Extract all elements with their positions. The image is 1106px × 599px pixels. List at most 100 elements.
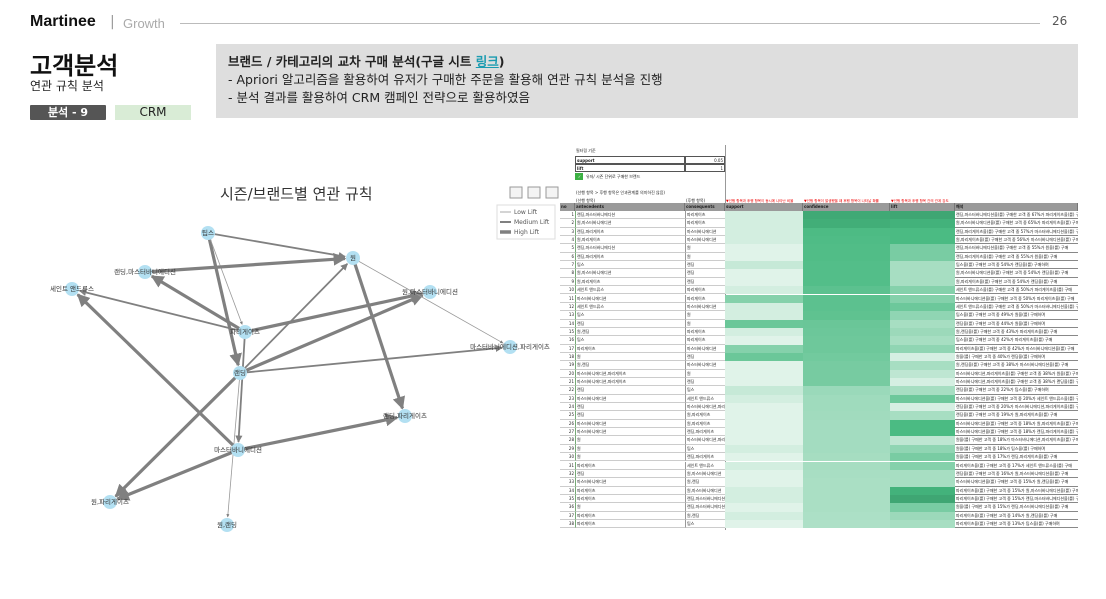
expand-icon[interactable] bbox=[545, 186, 559, 199]
interpretation-cell: 팁스을(를) 구매한 고객 중 42%가 파리게이츠을(를) 구매 bbox=[955, 336, 1078, 345]
consequents-cell: 원,마스터바니에디션 bbox=[685, 469, 725, 479]
confidence-heat-cell bbox=[803, 428, 890, 437]
antecedents-cell: 파리게이츠 bbox=[575, 344, 685, 353]
graph-node bbox=[398, 409, 412, 423]
lift-heat-cell bbox=[890, 369, 955, 378]
consequents-cell: 랜딩 bbox=[685, 269, 725, 278]
support-heat-cell bbox=[725, 403, 803, 412]
confidence-heat-cell bbox=[803, 352, 890, 362]
graph-node-label: 세인트 앤드류스 bbox=[50, 284, 94, 293]
save-icon[interactable] bbox=[527, 186, 541, 199]
lift-heat-cell bbox=[890, 227, 955, 237]
copy-icon[interactable] bbox=[509, 186, 523, 199]
row-number: 28 bbox=[560, 436, 575, 445]
confidence-heat-cell bbox=[803, 494, 890, 504]
consequents-cell: 세인트 앤드류스 bbox=[685, 461, 725, 470]
row-number: 1 bbox=[560, 211, 575, 220]
lift-heat-cell bbox=[890, 302, 955, 312]
filter-value: 1 bbox=[685, 164, 725, 172]
antecedents-cell: 마스터바니에디션,파리게이츠 bbox=[575, 378, 685, 387]
graph-legend: Low Lift Medium Lift High Lift bbox=[496, 204, 556, 240]
antecedents-cell: 랜딩 bbox=[575, 403, 685, 412]
confidence-heat-cell bbox=[803, 436, 890, 445]
confidence-heat-cell bbox=[803, 378, 890, 387]
support-heat-cell bbox=[725, 277, 803, 287]
page-number: 26 bbox=[1052, 14, 1068, 28]
row-number: 17 bbox=[560, 345, 575, 353]
support-heat-cell bbox=[725, 503, 803, 512]
interpretation-cell: 원,마스터바니에디션을(를) 구매한 고객 중 65%가 파리게이츠을(를) 구… bbox=[955, 219, 1078, 228]
support-heat-cell bbox=[725, 261, 803, 270]
column-header: lift bbox=[890, 203, 955, 211]
checkbox-label: 유저/ 시즌 단위로 구매한 브랜드 bbox=[586, 174, 641, 179]
lift-heat-cell bbox=[890, 453, 955, 462]
sheet-link[interactable]: 링크 bbox=[475, 54, 499, 69]
consequents-cell: 원 bbox=[685, 311, 725, 320]
support-heat-cell bbox=[725, 319, 803, 328]
consequents-cell: 원 bbox=[685, 252, 725, 262]
consequents-cell: 원 bbox=[685, 319, 725, 328]
antecedents-cell: 마스터바니에디션 bbox=[575, 478, 685, 487]
column-header: no bbox=[560, 203, 575, 211]
consequents-cell: 랜딩,마스터바니에디션 bbox=[685, 494, 725, 504]
row-number: 9 bbox=[560, 278, 575, 287]
row-number: 24 bbox=[560, 403, 575, 412]
graph-edge bbox=[114, 371, 242, 498]
column-header: support bbox=[725, 203, 803, 211]
lift-heat-cell bbox=[890, 344, 955, 353]
graph-edge bbox=[244, 289, 424, 334]
consequents-cell: 마스터바니에디션,파리게이츠 bbox=[685, 403, 725, 412]
antecedents-cell: 세인트 앤드류스 bbox=[575, 286, 685, 295]
row-number: 33 bbox=[560, 478, 575, 487]
lift-heat-cell bbox=[890, 511, 955, 520]
antecedents-cell: 팁스 bbox=[575, 311, 685, 320]
lift-heat-cell bbox=[890, 519, 955, 529]
confidence-heat-cell bbox=[803, 336, 890, 345]
graph-edge bbox=[235, 331, 246, 443]
interpretation-cell: 랜딩을(를) 구매한 고객 중 22%가 팁스을(를) 구매하며 bbox=[955, 386, 1078, 395]
support-heat-cell bbox=[725, 211, 803, 220]
interpretation-cell: 원을(를) 구매한 고객 중 15%가 랜딩,마스터바니에디션을(를) 구매 bbox=[955, 503, 1078, 512]
interpretation-cell: 원을(를) 구매한 고객 중 18%가 마스터바니에디션,파리게이츠을(를) 구… bbox=[955, 436, 1078, 445]
graph-edge bbox=[144, 252, 347, 274]
consequents-cell: 원 bbox=[685, 244, 725, 253]
support-heat-cell bbox=[725, 378, 803, 387]
row-number: 22 bbox=[560, 386, 575, 395]
confidence-heat-cell bbox=[803, 261, 890, 270]
support-heat-cell bbox=[725, 286, 803, 295]
interpretation-cell: 파리게이츠을(를) 구매한 고객 중 14%가 원,랜딩을(를) 구매 bbox=[955, 512, 1078, 520]
antecedents-cell: 세인트 앤드류스 bbox=[575, 302, 685, 312]
interpretation-cell: 파리게이츠을(를) 구매한 고객 중 42%가 마스터바니에디션을(를) 구매 bbox=[955, 345, 1078, 353]
consequents-cell: 파리게이츠 bbox=[685, 211, 725, 220]
sheet-note: (선행 항목 > 후행 항목은 인과관계를 의미하진 않음) bbox=[576, 190, 665, 195]
confidence-heat-cell bbox=[803, 344, 890, 353]
consequents-cell: 파리게이츠 bbox=[685, 336, 725, 345]
page-subtitle: 연관 규칙 분석 bbox=[30, 79, 104, 93]
checkbox-icon[interactable]: ✓ bbox=[575, 173, 583, 180]
confidence-heat-cell bbox=[803, 411, 890, 420]
interpretation-cell: 랜딩을(를) 구매한 고객 중 44%가 원을(를) 구매하며 bbox=[955, 320, 1078, 328]
antecedents-cell: 원,마스터바니에디션 bbox=[575, 269, 685, 278]
consequents-cell: 원,마스터바니에디션 bbox=[685, 486, 725, 495]
antecedents-cell: 원,파리게이츠 bbox=[575, 236, 685, 245]
interpretation-cell: 파리게이츠을(를) 구매한 고객 중 13%가 팁스을(를) 구매하며 bbox=[955, 520, 1078, 529]
graph-edge bbox=[206, 232, 242, 367]
confidence-heat-cell bbox=[803, 461, 890, 470]
lift-heat-cell bbox=[890, 461, 955, 470]
row-number: 10 bbox=[560, 286, 575, 295]
interpretation-cell: 랜딩을(를) 구매한 고객 중 20%가 마스터바니에디션,파리게이츠을(를) … bbox=[955, 403, 1078, 412]
consequents-cell: 원 bbox=[685, 369, 725, 378]
support-heat-cell bbox=[725, 302, 803, 312]
graph-node bbox=[503, 340, 517, 354]
confidence-heat-cell bbox=[803, 478, 890, 487]
column-note: ▼선행 항목이 발생했을 때 후행 항목이 나타날 확률 bbox=[804, 199, 879, 203]
confidence-heat-cell bbox=[803, 403, 890, 412]
interpretation-cell: 세인트 앤드류스을(를) 구매한 고객 중 50%가 마스터바니에디션을(를) … bbox=[955, 303, 1078, 312]
lift-heat-cell bbox=[890, 386, 955, 395]
lift-heat-cell bbox=[890, 494, 955, 504]
support-heat-cell bbox=[725, 519, 803, 529]
confidence-heat-cell bbox=[803, 519, 890, 529]
interpretation-cell: 원을(를) 구매한 고객 중 17%가 랜딩,파리게이츠을(를) 구매 bbox=[955, 453, 1078, 462]
graph-edge bbox=[207, 232, 243, 325]
row-number: 4 bbox=[560, 236, 575, 245]
